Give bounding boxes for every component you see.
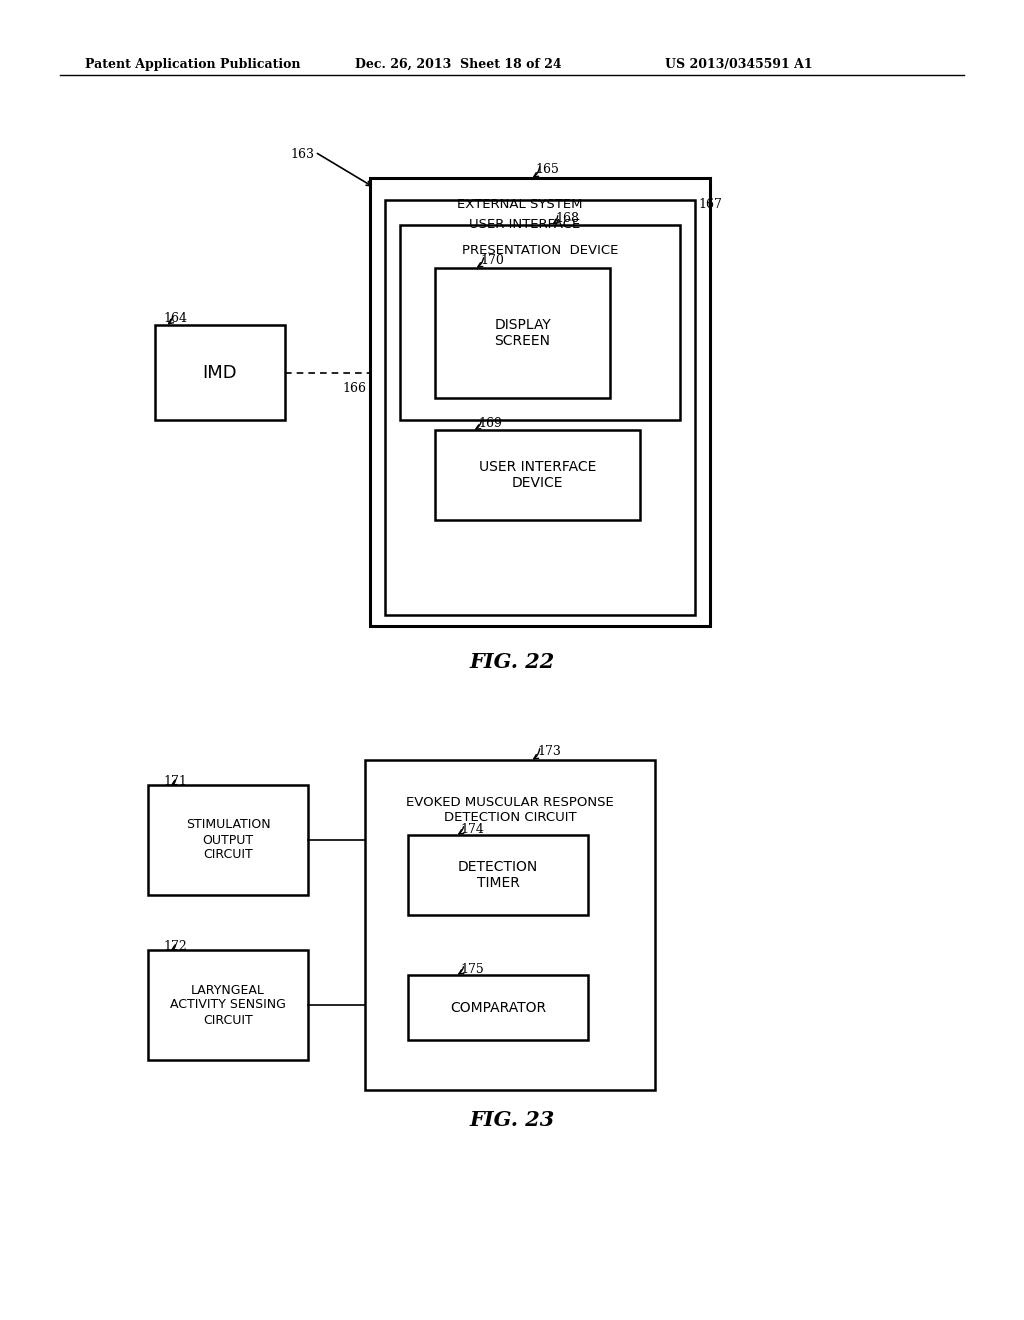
Text: 166: 166 xyxy=(342,381,366,395)
Text: Dec. 26, 2013  Sheet 18 of 24: Dec. 26, 2013 Sheet 18 of 24 xyxy=(355,58,561,71)
Bar xyxy=(148,785,308,895)
Text: 172: 172 xyxy=(163,940,186,953)
Text: Patent Application Publication: Patent Application Publication xyxy=(85,58,300,71)
Text: USER INTERFACE: USER INTERFACE xyxy=(469,218,581,231)
Text: PRESENTATION  DEVICE: PRESENTATION DEVICE xyxy=(462,243,618,256)
Text: 168: 168 xyxy=(555,213,579,224)
Text: 174: 174 xyxy=(460,822,484,836)
Text: DISPLAY
SCREEN: DISPLAY SCREEN xyxy=(495,318,551,348)
Text: IMD: IMD xyxy=(203,363,238,381)
Text: 169: 169 xyxy=(478,417,502,430)
Text: LARYNGEAL
ACTIVITY SENSING
CIRCUIT: LARYNGEAL ACTIVITY SENSING CIRCUIT xyxy=(170,983,286,1027)
Text: FIG. 22: FIG. 22 xyxy=(469,652,555,672)
Bar xyxy=(385,201,695,615)
Text: EVOKED MUSCULAR RESPONSE
DETECTION CIRCUIT: EVOKED MUSCULAR RESPONSE DETECTION CIRCU… xyxy=(407,796,613,824)
Bar xyxy=(155,325,285,420)
Bar xyxy=(365,760,655,1090)
Text: 173: 173 xyxy=(537,744,561,758)
Text: STIMULATION
OUTPUT
CIRCUIT: STIMULATION OUTPUT CIRCUIT xyxy=(185,818,270,862)
Text: 171: 171 xyxy=(163,775,186,788)
Bar xyxy=(400,224,680,420)
Bar xyxy=(408,836,588,915)
Bar xyxy=(435,268,610,399)
Text: 175: 175 xyxy=(460,964,483,975)
Text: 170: 170 xyxy=(480,253,504,267)
Text: COMPARATOR: COMPARATOR xyxy=(450,1001,546,1015)
Text: USER INTERFACE
DEVICE: USER INTERFACE DEVICE xyxy=(479,459,596,490)
Text: EXTERNAL SYSTEM: EXTERNAL SYSTEM xyxy=(458,198,583,210)
Text: US 2013/0345591 A1: US 2013/0345591 A1 xyxy=(665,58,813,71)
Bar xyxy=(370,178,710,626)
Text: FIG. 23: FIG. 23 xyxy=(469,1110,555,1130)
Bar xyxy=(148,950,308,1060)
Text: 164: 164 xyxy=(163,312,187,325)
Text: 167: 167 xyxy=(698,198,722,210)
Text: DETECTION
TIMER: DETECTION TIMER xyxy=(458,859,539,890)
Bar xyxy=(408,975,588,1040)
Text: 165: 165 xyxy=(535,162,559,176)
Text: 163: 163 xyxy=(290,148,314,161)
Bar xyxy=(435,430,640,520)
